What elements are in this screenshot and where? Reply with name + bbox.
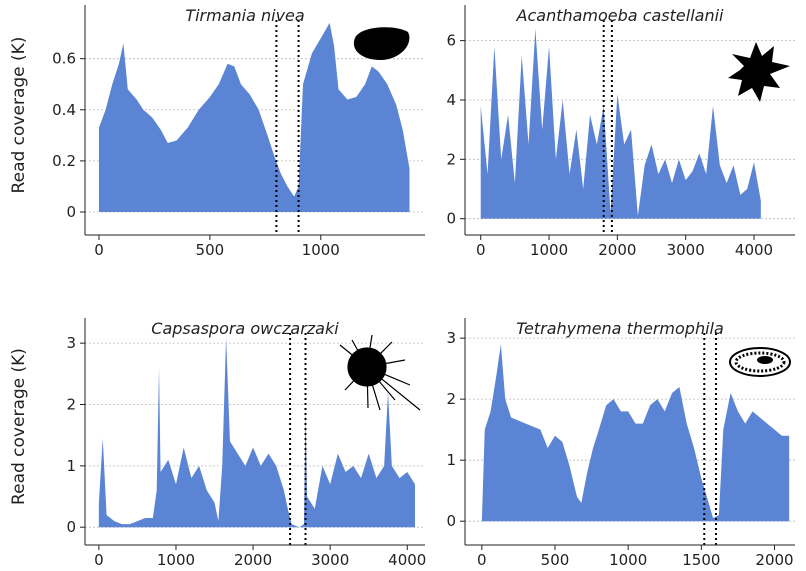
x-tick-label: 1000 [530, 241, 568, 259]
x-tick-label: 0 [94, 551, 104, 567]
x-tick-label: 2000 [598, 241, 636, 259]
x-tick-label: 2000 [755, 551, 793, 567]
coverage-area [480, 28, 761, 219]
coverage-area [98, 337, 415, 528]
x-tick-label: 2000 [234, 551, 272, 567]
y-tick-label: 2 [446, 150, 456, 168]
y-tick-label: 2 [446, 390, 456, 408]
icon-tirmania [353, 27, 410, 60]
subplot: 0 1 2 3 0 500 1000 1500 2000 Tetrahymena thermoph… [446, 318, 795, 569]
x-tick-label: 0 [477, 551, 487, 567]
coverage-area [481, 344, 790, 522]
subplot-title: Tetrahymena thermophila [516, 319, 724, 338]
y-tick-label: 0.4 [52, 101, 76, 119]
x-tick-label: 0 [476, 241, 486, 259]
x-tick-label: 1500 [682, 551, 720, 567]
x-tick-label: 4000 [388, 551, 426, 567]
y-tick-label: 0 [446, 210, 456, 228]
y-tick-label: 6 [446, 32, 456, 50]
icon-tetrahymena [729, 347, 791, 377]
subplot: 0 1 2 3 0 1000 2000 3000 4000 Capsaspora owczarza… [9, 318, 426, 569]
x-tick-label: 3000 [311, 551, 349, 567]
y-tick-label: 0 [446, 512, 456, 530]
y-tick-label: 4 [446, 91, 456, 109]
y-tick-label: 0.6 [52, 50, 76, 68]
x-tick-label: 500 [541, 551, 570, 567]
x-tick-label: 0 [94, 241, 104, 259]
subplot-title: Capsaspora owczarzaki [151, 319, 339, 338]
subplot: 0 2 4 6 0 1000 2000 3000 4000 Acanthamoeba castel… [446, 5, 795, 259]
x-tick-label: 3000 [667, 241, 705, 259]
coverage-area [98, 22, 410, 213]
x-tick-label: 4000 [735, 241, 773, 259]
subplot-title: Acanthamoeba castellanii [516, 6, 725, 25]
icon-acanthamoeba [728, 42, 790, 102]
y-tick-label: 1 [446, 451, 456, 469]
y-tick-label: 3 [446, 329, 456, 347]
y-tick-label: 3 [66, 334, 76, 352]
x-tick-label: 1000 [609, 551, 647, 567]
y-axis-label: Read coverage (K) [9, 348, 29, 505]
y-tick-label: 2 [66, 396, 76, 414]
subplot: 0 0.2 0.4 0.6 0 500 1000 Tirmania nivea Read cov… [9, 5, 425, 259]
x-tick-label: 1000 [157, 551, 195, 567]
y-tick-label: 0 [66, 203, 76, 221]
x-tick-label: 500 [196, 241, 225, 259]
y-tick-label: 0 [66, 518, 76, 536]
y-axis-label: Read coverage (K) [9, 37, 29, 194]
y-tick-label: 1 [66, 457, 76, 475]
x-tick-label: 1000 [302, 241, 340, 259]
subplot-title: Tirmania nivea [185, 6, 304, 25]
y-tick-label: 0.2 [52, 152, 76, 170]
icon-capsaspora [339, 334, 421, 411]
